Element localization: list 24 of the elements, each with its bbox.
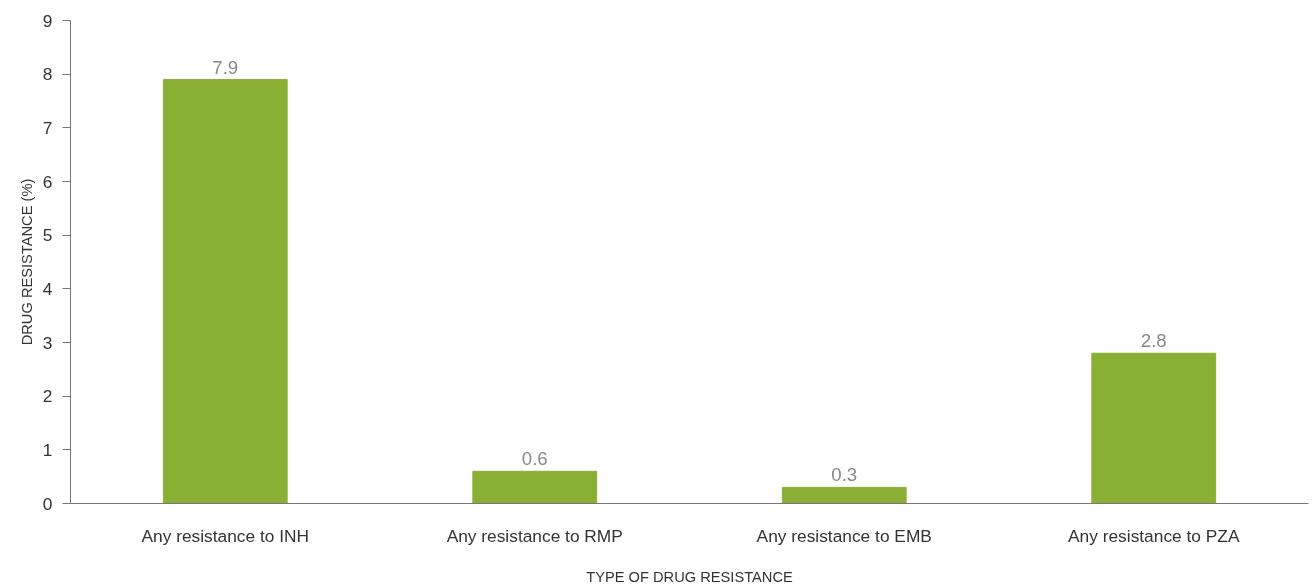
data-label: 7.9 [212, 56, 239, 78]
x-tick-label: Any resistance to PZA [1068, 525, 1240, 546]
bar [1091, 352, 1217, 504]
y-tick-label: 3 [42, 332, 53, 353]
y-tick-label: 7 [42, 117, 53, 138]
y-tick-label: 5 [42, 225, 53, 246]
x-tick-label: Any resistance to INH [141, 525, 310, 546]
x-axis-title: TYPE OF DRUG RESISTANCE [586, 568, 794, 585]
y-tick-label: 1 [42, 439, 53, 460]
bar [781, 486, 907, 504]
y-tick-label: 4 [42, 278, 53, 299]
bar [162, 79, 288, 504]
y-tick-label: 6 [42, 171, 53, 192]
y-axis-title: DRUG RESISTANCE (%) [18, 178, 35, 346]
y-tick-label: 9 [42, 10, 53, 31]
y-tick-label: 0 [42, 493, 53, 514]
data-label: 0.3 [831, 464, 858, 486]
data-label: 0.6 [521, 448, 548, 470]
x-tick-label: Any resistance to EMB [756, 525, 932, 546]
y-tick-label: 8 [42, 64, 53, 85]
y-tick-label: 2 [42, 386, 53, 407]
x-tick-label: Any resistance to RMP [446, 525, 623, 546]
bar [472, 470, 598, 504]
data-label: 2.8 [1140, 330, 1167, 352]
